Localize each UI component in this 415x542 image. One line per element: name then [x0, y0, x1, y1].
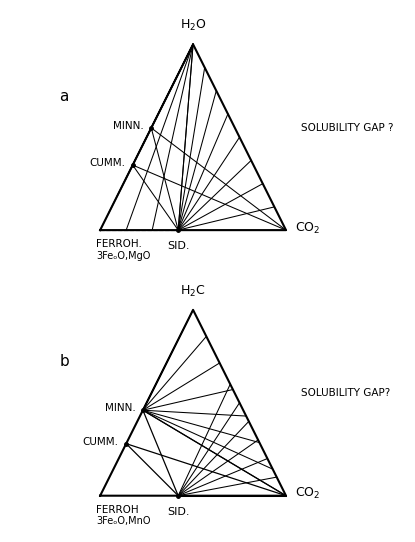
Text: FERROH.: FERROH.: [96, 240, 142, 249]
Text: a: a: [59, 89, 68, 104]
Text: FERROH: FERROH: [96, 505, 139, 515]
Text: SID.: SID.: [167, 241, 190, 251]
Text: SOLUBILITY GAP ?: SOLUBILITY GAP ?: [301, 123, 393, 133]
Text: H$_2$O: H$_2$O: [180, 18, 206, 33]
Text: CUMM.: CUMM.: [89, 158, 125, 168]
Text: SID.: SID.: [167, 507, 190, 517]
Text: MINN.: MINN.: [105, 403, 135, 414]
Text: CUMM.: CUMM.: [83, 437, 119, 447]
Text: H$_2$C: H$_2$C: [180, 283, 206, 299]
Text: 3FeₒO,MgO: 3FeₒO,MgO: [96, 250, 151, 261]
Text: SOLUBILITY GAP?: SOLUBILITY GAP?: [301, 389, 390, 398]
Text: MINN.: MINN.: [113, 121, 144, 131]
Text: 3FeₒO,MnO: 3FeₒO,MnO: [96, 516, 151, 526]
Text: CO$_2$: CO$_2$: [295, 486, 320, 501]
Text: b: b: [59, 354, 69, 370]
Text: CO$_2$: CO$_2$: [295, 221, 320, 236]
